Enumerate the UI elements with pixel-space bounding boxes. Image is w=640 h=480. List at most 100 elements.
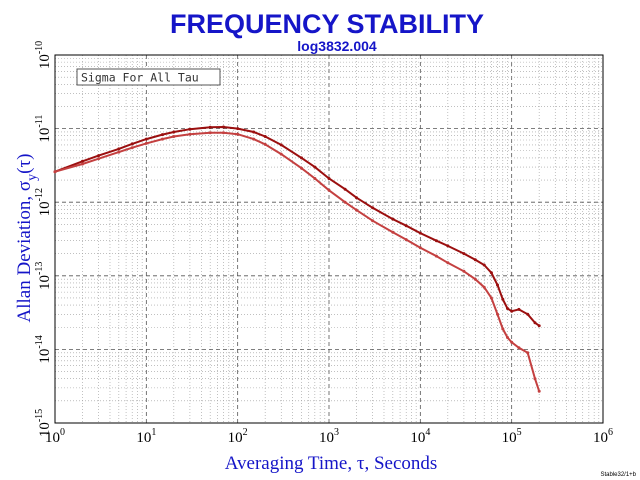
data-point xyxy=(327,188,331,192)
data-point xyxy=(188,132,192,136)
data-point xyxy=(537,324,541,328)
data-point xyxy=(313,165,317,169)
data-point xyxy=(404,224,408,228)
x-tick-label: 105 xyxy=(502,427,522,446)
data-point xyxy=(533,321,537,325)
data-point xyxy=(506,307,509,310)
data-point xyxy=(252,130,256,134)
data-point xyxy=(391,217,395,221)
data-point xyxy=(418,231,422,235)
data-point xyxy=(236,127,240,131)
data-point xyxy=(343,187,347,191)
data-point xyxy=(160,137,164,141)
data-point xyxy=(462,269,466,273)
data-point xyxy=(252,137,256,141)
data-point xyxy=(446,261,450,265)
data-point xyxy=(355,196,358,200)
data-point xyxy=(533,377,537,381)
data-point xyxy=(473,258,477,262)
data-point xyxy=(526,351,530,355)
data-point xyxy=(53,170,57,174)
footer-text: Stable32/1+b xyxy=(600,472,636,478)
x-tick-label: 101 xyxy=(136,427,156,446)
data-point xyxy=(489,271,493,275)
data-point xyxy=(117,150,121,154)
grid xyxy=(55,55,603,423)
legend-box xyxy=(76,68,221,86)
data-point xyxy=(418,246,422,250)
y-tick-label: 10-14 xyxy=(34,335,53,363)
data-point xyxy=(434,254,438,258)
y-tick-label: 10-12 xyxy=(34,188,53,216)
data-point xyxy=(510,309,514,313)
data-point xyxy=(446,244,450,248)
chart-title: FREQUENCY STABILITY xyxy=(170,9,484,39)
data-point xyxy=(279,143,283,147)
data-point xyxy=(144,137,148,141)
data-point xyxy=(473,277,477,281)
data-point xyxy=(208,131,212,135)
data-point xyxy=(313,177,317,180)
data-point xyxy=(300,156,303,160)
x-tick-label: 102 xyxy=(228,427,248,446)
x-axis-label: Averaging Time, τ, Seconds xyxy=(225,453,438,474)
data-point xyxy=(496,312,499,316)
data-point xyxy=(489,296,493,300)
x-tick-label: 100 xyxy=(45,427,65,446)
x-tick-label: 103 xyxy=(319,427,339,446)
data-point xyxy=(501,297,505,301)
data-point xyxy=(263,142,267,146)
data-point xyxy=(144,141,148,145)
data-point xyxy=(130,142,134,146)
data-point xyxy=(188,127,192,131)
y-axis-label-arg: (τ) xyxy=(14,154,35,174)
data-point xyxy=(117,147,121,151)
data-point xyxy=(391,230,395,234)
data-point xyxy=(496,283,499,287)
data-point xyxy=(97,157,101,161)
data-point xyxy=(222,131,225,135)
data-point xyxy=(434,239,438,243)
data-point xyxy=(81,162,84,166)
data-point xyxy=(404,238,408,242)
y-tick-label: 10-15 xyxy=(34,409,53,437)
y-axis-label-sub: y xyxy=(25,174,40,181)
plot-frame xyxy=(54,54,604,424)
legend-text: Sigma For All Tau xyxy=(81,71,199,85)
x-tick-label: 104 xyxy=(410,427,430,446)
data-point xyxy=(97,154,101,158)
data-point xyxy=(482,285,486,289)
data-point xyxy=(517,346,521,350)
data-point xyxy=(482,263,486,267)
data-point xyxy=(208,125,212,129)
legend: Sigma For All Tau xyxy=(76,68,221,86)
x-tick-label: 106 xyxy=(593,427,613,446)
data-point xyxy=(506,336,509,339)
y-tick-label: 10-11 xyxy=(34,115,53,143)
data-point xyxy=(236,132,240,136)
data-point xyxy=(300,166,303,170)
x-tick-labels: 100 101 102 103 104 105 106 xyxy=(45,427,613,446)
data-point xyxy=(355,208,358,212)
y-tick-label: 10-10 xyxy=(34,41,53,69)
series-line-1 xyxy=(54,125,540,327)
y-tick-labels: 10-15 10-14 10-13 10-12 10-11 10-10 xyxy=(34,41,53,437)
data-point xyxy=(371,219,375,223)
data-point xyxy=(343,200,347,204)
data-point xyxy=(160,133,164,137)
data-point xyxy=(327,177,331,180)
data-point xyxy=(371,206,375,210)
y-axis-label-main: Allan Deviation, σ xyxy=(14,181,35,323)
data-point xyxy=(462,252,466,256)
data-point xyxy=(526,312,530,316)
data-point xyxy=(517,307,521,311)
data-point xyxy=(501,327,505,331)
data-point xyxy=(537,389,541,393)
series-line-2 xyxy=(54,131,541,392)
y-axis-label: Allan Deviation, σy(τ) xyxy=(14,154,40,323)
data-point xyxy=(279,152,283,156)
data-point xyxy=(81,159,84,163)
series-layer xyxy=(53,125,541,393)
chart-subtitle: log3832.004 xyxy=(297,38,377,54)
